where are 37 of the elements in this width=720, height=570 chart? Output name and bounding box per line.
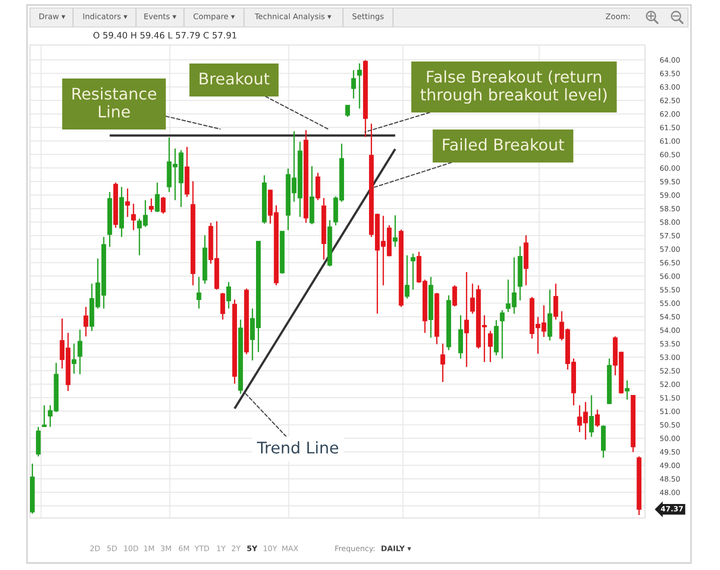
candlestick	[160, 196, 166, 214]
text: O 59.40 H 59.46 L 57.79 C 57.91	[93, 32, 236, 39]
candlestick	[72, 343, 76, 374]
annotation: Breakout	[200, 72, 270, 85]
candlestick	[624, 380, 630, 400]
candlestick	[500, 310, 505, 360]
candlestick	[410, 253, 416, 290]
candlestick	[488, 330, 493, 363]
candlestick	[392, 214, 398, 248]
candlestick	[148, 198, 154, 213]
candlestick	[464, 271, 469, 368]
candlestick	[220, 292, 226, 320]
candlestick	[316, 172, 320, 201]
candlestick	[42, 404, 47, 428]
candlestick	[196, 276, 202, 310]
candlestick	[553, 283, 558, 320]
candlestick	[154, 182, 160, 213]
candlestick	[547, 288, 552, 342]
candlestick	[404, 254, 410, 300]
candlestick	[78, 328, 82, 375]
candlestick	[36, 426, 41, 457]
candlestick	[440, 343, 446, 383]
candlestick	[458, 314, 463, 360]
annotation: False Breakout (return through breakout level)	[420, 70, 607, 104]
candlestick	[84, 306, 88, 337]
candlestick	[452, 284, 458, 307]
candlestick	[131, 203, 136, 231]
candlestick	[345, 104, 350, 118]
candlestick	[226, 281, 232, 310]
annotation: Failed Breakout	[443, 138, 564, 151]
candlestick	[357, 62, 362, 110]
annotation: Trend Line	[256, 441, 338, 454]
candlestick	[351, 70, 356, 100]
candlestick	[125, 188, 130, 218]
candlestick	[589, 394, 594, 438]
candlestick	[595, 408, 600, 428]
annotation: Resistance Line	[72, 87, 156, 118]
